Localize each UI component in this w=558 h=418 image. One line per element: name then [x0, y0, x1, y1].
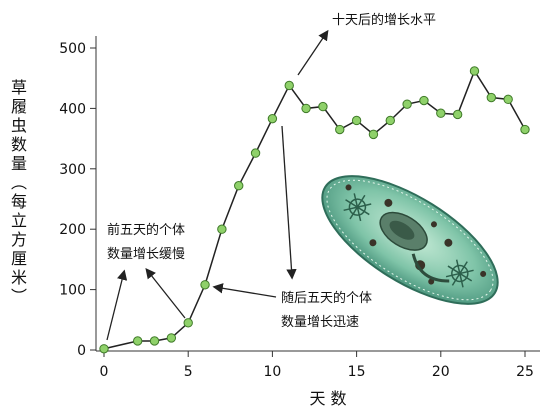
- y-axis-title-char: 履: [10, 97, 27, 116]
- y-axis-title-char: ︶: [10, 287, 27, 306]
- annotation-first-five-line2: 数量增长缓慢: [107, 246, 185, 262]
- x-tick-label: 0: [100, 364, 109, 380]
- data-point: [234, 181, 244, 191]
- data-point: [486, 92, 497, 103]
- data-point: [520, 124, 530, 135]
- data-point: [200, 280, 210, 290]
- x-tick-label: 25: [516, 364, 534, 380]
- annotation-next-five-line2: 数量增长迅速: [281, 315, 359, 330]
- data-point: [267, 113, 278, 124]
- y-axis-title-char: 立: [10, 211, 27, 230]
- annotation-first-five-line1: 前五天的个体: [107, 222, 185, 238]
- y-tick-label: 300: [59, 162, 86, 178]
- y-axis-title-char: 厘: [10, 249, 27, 268]
- data-point: [503, 94, 513, 105]
- data-point: [368, 129, 379, 140]
- annotation-next-five-days: 随后五天的个体 数量增长迅速: [212, 125, 372, 330]
- data-point: [217, 224, 227, 234]
- data-point: [250, 148, 261, 158]
- y-tick-label: 400: [59, 101, 86, 117]
- data-point: [99, 344, 109, 354]
- data-point: [284, 80, 294, 91]
- annotation-first-five-days: 前五天的个体 数量增长缓慢: [106, 222, 186, 341]
- y-axis-title-char: 每: [10, 192, 27, 211]
- y-tick-label: 100: [59, 283, 86, 299]
- series-markers: [99, 66, 530, 354]
- data-point: [183, 318, 193, 328]
- y-tick-label: 500: [59, 41, 86, 57]
- y-axis-title-char: 草: [10, 78, 27, 97]
- y-axis-title-char: 量: [10, 154, 27, 173]
- x-tick-label: 10: [263, 364, 281, 380]
- x-tick-label: 15: [348, 364, 366, 380]
- y-tick-label: 0: [77, 343, 86, 359]
- data-point: [335, 124, 345, 135]
- data-point: [318, 101, 328, 112]
- y-axis-title-char: 数: [10, 135, 27, 154]
- y-axis-title-char: 米: [10, 268, 27, 287]
- data-point: [132, 336, 143, 346]
- y-axis-title-char: 虫: [10, 116, 27, 135]
- x-axis-title: 天 数: [309, 389, 346, 408]
- y-axis-title-char: 方: [10, 230, 27, 249]
- data-point: [166, 333, 177, 343]
- data-point: [436, 108, 446, 118]
- axes: 0 100 200 300 400 500 0 5 10 15 20 25: [59, 36, 540, 380]
- annotation-next-five-line1: 随后五天的个体: [281, 290, 372, 306]
- data-point: [402, 99, 412, 109]
- data-point: [149, 336, 160, 346]
- y-tick-label: 200: [59, 222, 86, 238]
- data-point: [419, 95, 429, 106]
- paramecium-illustration: [321, 175, 499, 305]
- annotation-ten-days: 十天后的增长水平: [297, 12, 436, 76]
- x-tick-label: 5: [184, 364, 193, 380]
- annotation-ten-days-text: 十天后的增长水平: [332, 12, 436, 28]
- data-point: [301, 103, 311, 114]
- data-point: [469, 66, 480, 76]
- data-point: [385, 115, 395, 126]
- y-axis-title-char: ︵: [10, 173, 27, 192]
- data-point: [452, 109, 463, 120]
- x-tick-label: 20: [432, 364, 450, 380]
- data-point: [351, 115, 362, 126]
